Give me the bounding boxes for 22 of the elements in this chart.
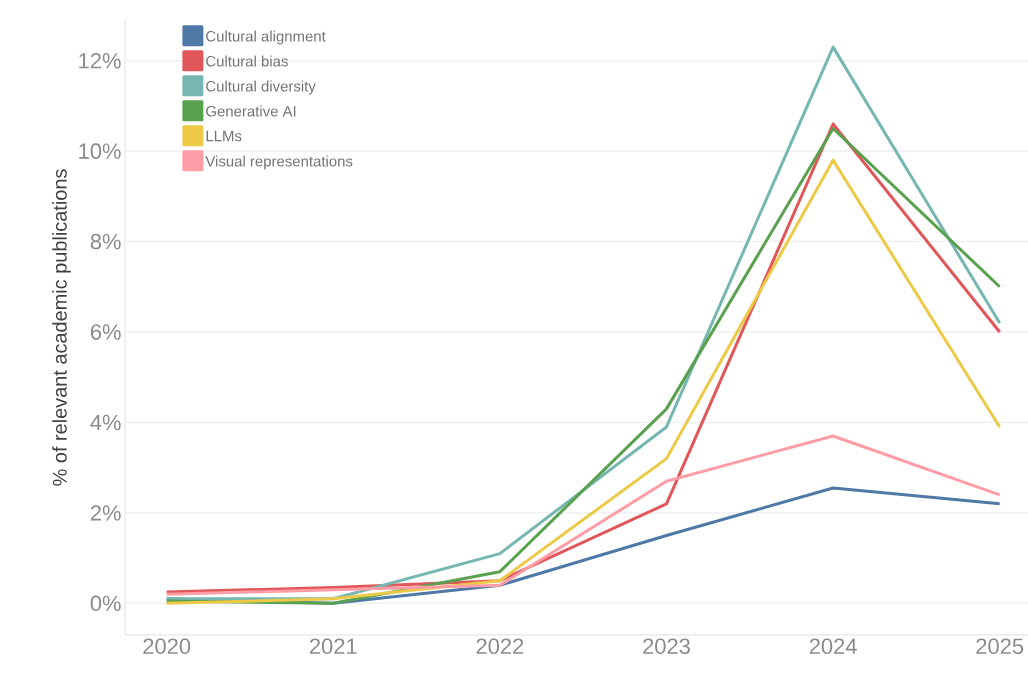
- y-tick-label: 4%: [90, 414, 121, 431]
- y-tick-label: 10%: [79, 143, 121, 159]
- legend-label: LLMs: [206, 130, 242, 142]
- legend-label: Cultural bias: [206, 55, 288, 67]
- x-tick-label: 2020: [143, 638, 191, 655]
- x-tick-label: 2022: [476, 638, 524, 655]
- y-tick-label: 2%: [90, 505, 121, 521]
- legend-label: Cultural diversity: [206, 80, 316, 95]
- x-tick-label: 2024: [809, 638, 857, 655]
- legend-label: Visual representations: [205, 155, 353, 170]
- line-series: [165, 434, 1002, 596]
- legend-label: Cultural alignment: [206, 30, 326, 45]
- line-series: [165, 45, 1002, 601]
- legend-label: Generative AI: [206, 105, 296, 117]
- y-axis-title: % of relevant academic publications: [52, 169, 71, 486]
- y-tick-label: 8%: [90, 233, 121, 250]
- y-tick-label: 6%: [90, 324, 121, 340]
- x-tick-label: 2023: [643, 638, 690, 655]
- x-tick-label: 2025: [976, 638, 1024, 655]
- x-tick-label: 2021: [310, 638, 357, 655]
- y-tick-label: 0%: [90, 595, 121, 612]
- y-tick-label: 12%: [79, 52, 121, 69]
